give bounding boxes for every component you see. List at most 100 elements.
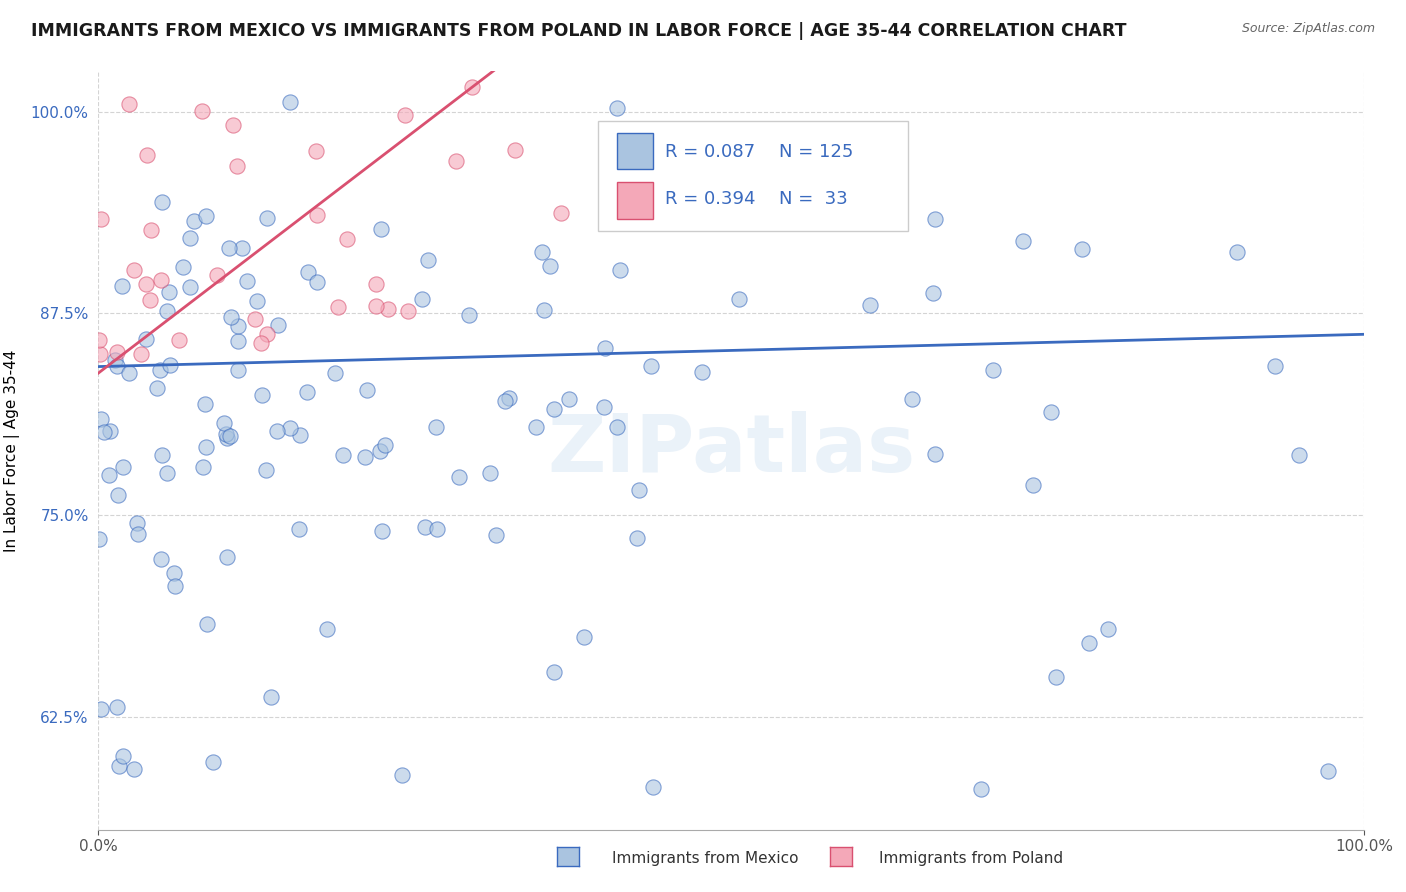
Text: R = 0.394: R = 0.394: [665, 190, 756, 208]
Immigrants from Poland: [503, 144, 526, 158]
Immigrants from Mexico: [413, 520, 436, 534]
Text: Immigrants from Mexico: Immigrants from Mexico: [612, 851, 799, 865]
Immigrants from Mexico: [1288, 448, 1310, 462]
Immigrants from Poland: [305, 145, 328, 159]
Immigrants from Mexico: [260, 690, 283, 705]
Immigrants from Mexico: [155, 304, 177, 318]
FancyBboxPatch shape: [617, 182, 652, 219]
Immigrants from Mexico: [150, 195, 173, 210]
Immigrants from Poland: [118, 97, 141, 112]
Immigrants from Mexico: [235, 274, 257, 288]
Immigrants from Mexico: [105, 359, 128, 373]
Immigrants from Poland: [122, 263, 145, 277]
Text: N = 125: N = 125: [779, 143, 853, 161]
Immigrants from Poland: [364, 277, 387, 291]
Immigrants from Poland: [135, 277, 157, 291]
Immigrants from Mexico: [599, 214, 621, 228]
Immigrants from Mexico: [163, 566, 186, 581]
Immigrants from Mexico: [156, 466, 179, 480]
Immigrants from Poland: [205, 268, 228, 282]
Immigrants from Mexico: [1071, 242, 1094, 256]
Immigrants from Mexico: [98, 424, 121, 438]
Immigrants from Poland: [444, 153, 467, 168]
Immigrants from Poland: [105, 345, 128, 359]
Immigrants from Mexico: [89, 532, 111, 546]
Immigrants from Mexico: [165, 579, 187, 593]
Immigrants from Poland: [394, 108, 416, 122]
Immigrants from Mexico: [728, 292, 751, 306]
Immigrants from Mexico: [1097, 622, 1119, 636]
Immigrants from Mexico: [172, 260, 194, 275]
Immigrants from Mexico: [90, 412, 112, 426]
Immigrants from Poland: [550, 206, 572, 220]
Immigrants from Mexico: [305, 275, 328, 289]
Immigrants from Mexico: [149, 551, 172, 566]
Immigrants from Mexico: [315, 622, 337, 636]
Immigrants from Mexico: [924, 211, 946, 226]
Immigrants from Mexico: [924, 447, 946, 461]
Immigrants from Mexico: [921, 286, 943, 301]
Immigrants from Mexico: [246, 293, 269, 308]
Immigrants from Mexico: [425, 420, 447, 434]
Immigrants from Poland: [326, 300, 349, 314]
Immigrants from Mexico: [112, 459, 135, 474]
Text: Source: ZipAtlas.com: Source: ZipAtlas.com: [1241, 22, 1375, 36]
Immigrants from Mexico: [278, 421, 301, 435]
Immigrants from Poland: [222, 118, 245, 132]
Immigrants from Mexico: [538, 259, 561, 273]
Immigrants from Mexico: [606, 420, 628, 434]
Immigrants from Mexico: [267, 318, 290, 333]
Immigrants from Mexico: [558, 392, 581, 406]
Immigrants from Poland: [377, 302, 399, 317]
Immigrants from Mexico: [215, 426, 238, 441]
Text: ZIPatlas: ZIPatlas: [547, 411, 915, 490]
Immigrants from Poland: [169, 333, 191, 347]
Immigrants from Mexico: [628, 483, 651, 497]
Immigrants from Mexico: [543, 402, 565, 417]
Immigrants from Mexico: [124, 762, 146, 776]
Immigrants from Mexico: [1022, 477, 1045, 491]
Immigrants from Poland: [87, 333, 110, 347]
Immigrants from Mexico: [1317, 764, 1340, 779]
Immigrants from Mexico: [90, 702, 112, 716]
Immigrants from Mexico: [391, 768, 413, 782]
Immigrants from Poland: [136, 148, 159, 162]
Immigrants from Poland: [250, 335, 273, 350]
Immigrants from Mexico: [1012, 234, 1035, 248]
Immigrants from Mexico: [900, 392, 922, 406]
Immigrants from Mexico: [250, 388, 273, 402]
Immigrants from Mexico: [370, 222, 392, 236]
Immigrants from Mexico: [191, 460, 214, 475]
Immigrants from Mexico: [494, 394, 516, 409]
Immigrants from Poland: [139, 223, 162, 237]
Immigrants from Mexico: [97, 467, 120, 482]
Immigrants from Mexico: [498, 391, 520, 405]
Immigrants from Mexico: [295, 384, 318, 399]
Immigrants from Mexico: [219, 428, 242, 442]
Immigrants from Mexico: [626, 531, 648, 545]
Immigrants from Mexico: [256, 463, 278, 477]
Immigrants from Poland: [90, 211, 112, 226]
Immigrants from Mexico: [970, 781, 993, 796]
Immigrants from Poland: [245, 311, 267, 326]
Immigrants from Mexico: [146, 381, 169, 395]
Text: R = 0.087: R = 0.087: [665, 143, 755, 161]
Immigrants from Mexico: [332, 449, 354, 463]
Text: N =  33: N = 33: [779, 190, 848, 208]
Immigrants from Mexico: [179, 280, 201, 294]
Immigrants from Mexico: [179, 231, 201, 245]
Immigrants from Mexico: [217, 549, 239, 564]
FancyBboxPatch shape: [617, 133, 652, 169]
Immigrants from Mexico: [426, 522, 449, 536]
Immigrants from Mexico: [104, 352, 127, 367]
Immigrants from Mexico: [371, 524, 394, 539]
Immigrants from Mexico: [105, 700, 128, 714]
Immigrants from Poland: [256, 326, 278, 341]
Immigrants from Mexico: [201, 755, 224, 769]
Immigrants from Mexico: [157, 285, 180, 300]
Immigrants from Poland: [89, 346, 111, 360]
Immigrants from Mexico: [543, 665, 565, 679]
Immigrants from Mexico: [981, 363, 1004, 377]
Immigrants from Mexico: [530, 244, 553, 259]
Immigrants from Poland: [364, 299, 387, 313]
